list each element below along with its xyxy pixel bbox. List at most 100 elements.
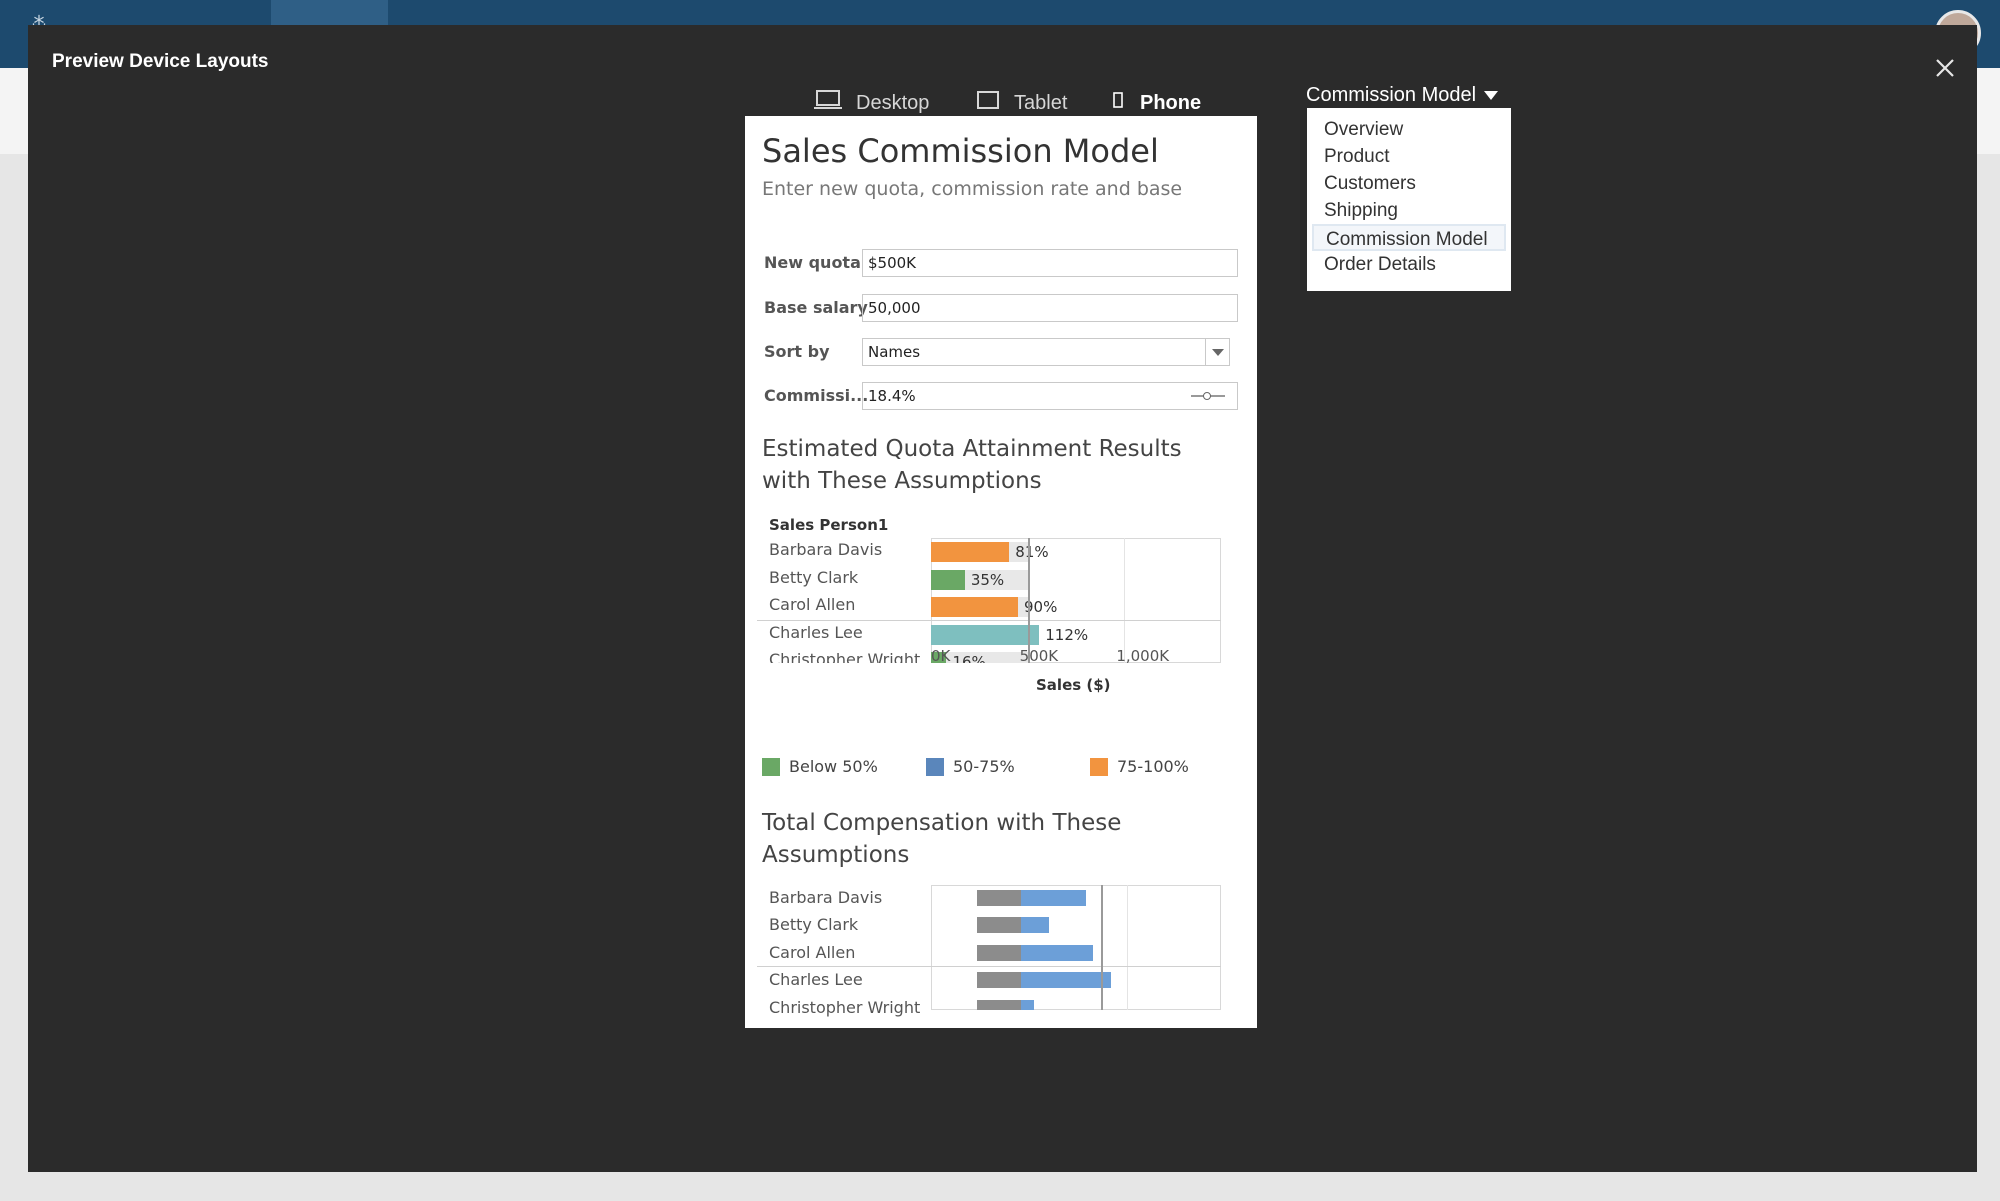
legend-label: 75-100% [1117, 757, 1189, 776]
tab-phone-label: Phone [1140, 91, 1202, 114]
slider-handle-icon [1191, 392, 1225, 400]
stacked-bar-segment [1020, 917, 1049, 934]
row-label: Charles Lee [769, 622, 863, 642]
chart-frame [931, 885, 1221, 1010]
param-label: Sort by [764, 342, 830, 361]
stacked-bar-segment [977, 972, 1021, 989]
legend-item: 75-100% [1090, 757, 1189, 776]
param-commission: Commissi... 18.4% [762, 382, 1242, 412]
stacked-bar-segment [977, 999, 1021, 1010]
bar [931, 569, 965, 590]
stacked-bar-segment [977, 890, 1021, 906]
data-label: 16% [952, 653, 986, 663]
x-tick-label: 0K [931, 647, 951, 665]
legend-item: 50-75% [926, 757, 1015, 776]
dashboard-select[interactable]: Commission Model [1306, 77, 1499, 113]
caret-down-icon [1484, 90, 1499, 100]
param-base-salary: Base salary 50,000 [762, 294, 1242, 324]
new-quota-input[interactable]: $500K [862, 249, 1238, 277]
menu-item-shipping[interactable]: Shipping [1324, 200, 1398, 221]
dashboard-title: Sales Commission Model [762, 132, 1159, 170]
row-label: Barbara Davis [769, 888, 883, 907]
section-title-compensation: Total Compensation with These Assumption… [762, 807, 1121, 871]
dropdown-arrow-icon [1205, 339, 1229, 365]
stacked-bar-segment [1020, 944, 1094, 961]
row-divider [757, 619, 1221, 621]
tablet-icon [976, 90, 1000, 116]
menu-item-commission-model[interactable]: Commission Model [1312, 224, 1506, 251]
param-label: New quota [764, 253, 861, 272]
row-divider [757, 966, 1221, 968]
param-sort-by: Sort by Names [762, 338, 1242, 368]
bar [931, 597, 1018, 617]
chart-x-axis-title: Sales ($) [1036, 676, 1111, 694]
stacked-bar-segment [1020, 890, 1087, 906]
dashboard-menu: Overview Product Customers Shipping Comm… [1307, 108, 1511, 291]
preview-device-layouts-dialog: Preview Device Layouts Desktop Tablet Ph… [28, 25, 1977, 1172]
bar [931, 624, 1040, 645]
section-title-quota: Estimated Quota Attainment Results with … [762, 433, 1182, 497]
gridline [1127, 885, 1128, 1010]
legend-swatch-icon [926, 757, 944, 776]
tab-tablet[interactable]: Tablet [976, 75, 1067, 131]
row-label: Daniel Gonzalez [769, 1025, 898, 1028]
stacked-bar-segment [977, 944, 1021, 961]
row-label: Betty Clark [769, 567, 859, 587]
desktop-icon [814, 89, 842, 117]
legend-label: Below 50% [789, 757, 878, 776]
sort-by-value: Names [868, 343, 921, 361]
data-label: 35% [970, 570, 1005, 589]
legend-item: Below 50% [762, 757, 878, 776]
x-tick-label: 500K [1019, 647, 1059, 665]
base-salary-input[interactable]: 50,000 [862, 294, 1238, 322]
section-title-line: with These Assumptions [762, 468, 1042, 494]
data-label: 112% [1045, 625, 1089, 644]
legend-swatch-icon [762, 757, 780, 776]
menu-item-order-details[interactable]: Order Details [1324, 254, 1436, 275]
row-label: Carol Allen [769, 595, 856, 614]
close-icon[interactable] [1928, 51, 1962, 85]
section-title-line: Estimated Quota Attainment Results [762, 436, 1182, 462]
param-label: Base salary [764, 298, 868, 317]
row-label: Betty Clark [769, 915, 859, 935]
param-label: Commissi... [764, 386, 869, 405]
row-label: Christopher Wright [769, 650, 921, 663]
quota-band [931, 652, 1028, 663]
legend-label: 50-75% [953, 757, 1015, 776]
menu-item-product[interactable]: Product [1324, 146, 1390, 167]
sort-by-select[interactable]: Names [862, 338, 1230, 366]
tab-tablet-label: Tablet [1014, 91, 1068, 114]
section-title-line: Assumptions [762, 842, 910, 868]
chart-row-header: Sales Person1 [769, 516, 889, 534]
quota-line [1027, 538, 1030, 663]
bar [931, 542, 1010, 562]
menu-item-overview[interactable]: Overview [1324, 119, 1404, 140]
gridline [1124, 538, 1126, 663]
legend-swatch-icon [1090, 757, 1108, 776]
row-label: Charles Lee [769, 970, 863, 990]
stacked-bar-segment [1020, 972, 1111, 989]
color-legend: Below 50% 50-75% 75-100% [762, 757, 1242, 777]
dashboard-select-value: Commission Model [1306, 83, 1477, 106]
commission-value: 18.4% [868, 387, 916, 405]
param-new-quota: New quota $500K [762, 249, 1242, 279]
row-label: Christopher Wright [769, 997, 921, 1017]
row-label: Carol Allen [769, 942, 856, 962]
phone-icon [1110, 90, 1126, 116]
x-tick-label: 1,000K [1116, 647, 1170, 665]
dashboard-subtitle: Enter new quota, commission rate and bas… [762, 178, 1183, 200]
bar [931, 652, 947, 663]
tab-desktop[interactable]: Desktop [814, 75, 929, 131]
data-label: 81% [1015, 543, 1049, 561]
phone-preview: Sales Commission Model Enter new quota, … [745, 116, 1257, 1028]
tab-desktop-label: Desktop [856, 91, 930, 114]
stacked-bar-segment [1020, 999, 1034, 1010]
data-label: 90% [1024, 598, 1058, 616]
row-label: Barbara Davis [769, 540, 883, 559]
dialog-title: Preview Device Layouts [52, 51, 269, 72]
reference-line [1100, 885, 1103, 1010]
menu-item-customers[interactable]: Customers [1324, 173, 1416, 194]
section-title-line: Total Compensation with These [762, 810, 1122, 836]
stacked-bar-segment [977, 917, 1021, 934]
commission-slider-input[interactable]: 18.4% [862, 382, 1238, 410]
